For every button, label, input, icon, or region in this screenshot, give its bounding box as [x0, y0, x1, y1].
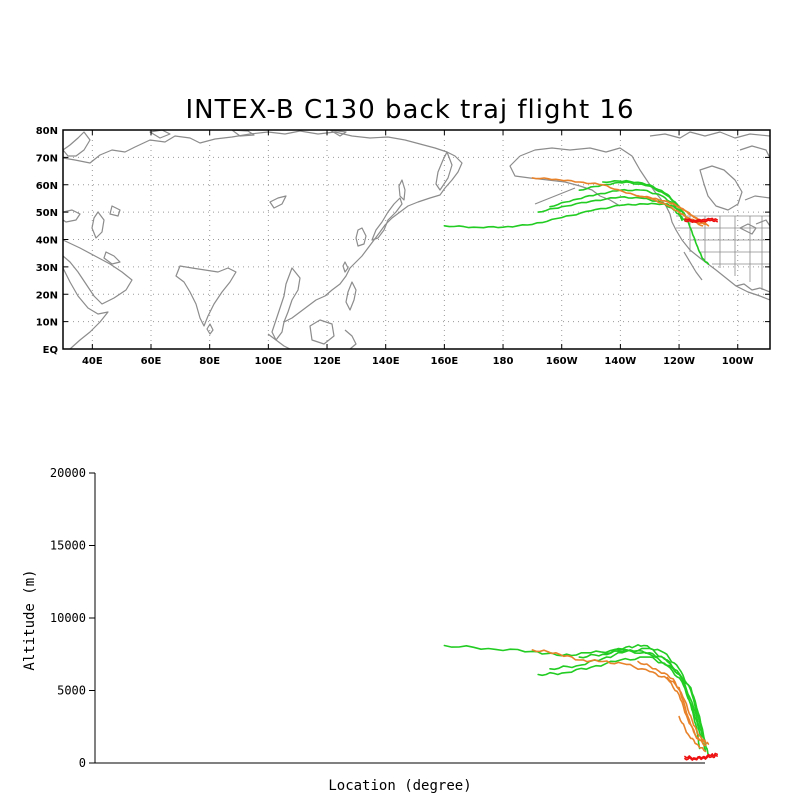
alt-trajectory-orange — [678, 715, 707, 753]
map-lon-label: 160E — [431, 356, 459, 367]
alt-x-label: Location (degree) — [328, 778, 471, 794]
map-panel: EQ 10N 20N 30N 40N 50N 60N 70N 80N 40E 60E 80E 100E… — [36, 126, 771, 367]
map-lat-label: EQ — [43, 345, 58, 356]
map-lon-label: 160W — [546, 356, 578, 367]
map-lon-label: 100E — [254, 356, 282, 367]
map-lon-label: 180 — [493, 356, 514, 367]
map-lat-label: 30N — [36, 263, 58, 274]
map-trajectory-green — [443, 202, 710, 265]
map-lat-label: 10N — [36, 318, 58, 329]
alt-trajectory-green — [602, 649, 704, 738]
map-lon-labels: 40E 60E 80E 100E 120E 140E 160E 180 160W 140W 120W… — [82, 356, 754, 367]
map-trajectory-green — [537, 196, 686, 222]
map-lon-label: 140W — [604, 356, 636, 367]
map-lat-label: 20N — [36, 290, 58, 301]
alt-y-tick-label: 5000 — [57, 684, 86, 698]
alt-y-tick-label: 15000 — [50, 539, 86, 553]
map-lon-label: 40E — [82, 356, 103, 367]
alt-trajectory-orange — [531, 649, 707, 747]
alt-trajectory-orange — [666, 676, 707, 743]
map-lon-label: 100W — [722, 356, 754, 367]
map-trajectory-orange — [678, 211, 707, 226]
map-lat-label: 60N — [36, 181, 58, 192]
map-trajectory-red — [684, 219, 718, 223]
map-lat-label: 70N — [36, 153, 58, 164]
map-trajectories — [443, 177, 718, 265]
map-lat-label: 50N — [36, 208, 58, 219]
state-borders — [676, 215, 770, 290]
map-lon-label: 60E — [141, 356, 162, 367]
coastlines — [63, 130, 770, 349]
alt-y-tick-label: 20000 — [50, 466, 86, 480]
map-lon-label: 120W — [663, 356, 695, 367]
alt-trajectory-red — [684, 754, 718, 761]
map-lat-label: 40N — [36, 236, 58, 247]
map-ticks — [63, 129, 770, 350]
alt-y-label: Altitude (m) — [22, 569, 38, 670]
alt-trajectory-orange — [637, 660, 710, 745]
alt-y-tick-label: 10000 — [50, 611, 86, 625]
map-lat-label: 80N — [36, 126, 58, 137]
alt-trajectory-green — [537, 656, 701, 750]
figure-title: INTEX-B C130 back traj flight 16 — [185, 95, 634, 125]
alt-trajectories — [443, 644, 718, 761]
map-lon-label: 120E — [313, 356, 341, 367]
map-trajectory-red — [684, 217, 718, 222]
altitude-panel: 0 5000 10000 15000 20000 Location (degree) A… — [22, 466, 718, 794]
alt-y-ticks: 0 5000 10000 15000 20000 — [50, 466, 95, 770]
alt-y-tick-label: 0 — [79, 756, 86, 770]
map-lon-label: 80E — [199, 356, 220, 367]
map-lat-labels: EQ 10N 20N 30N 40N 50N 60N 70N 80N — [36, 126, 58, 356]
alt-trajectory-green — [443, 644, 710, 756]
map-background — [63, 130, 770, 349]
alt-trajectory-red — [684, 752, 718, 760]
map-lon-label: 140E — [372, 356, 400, 367]
